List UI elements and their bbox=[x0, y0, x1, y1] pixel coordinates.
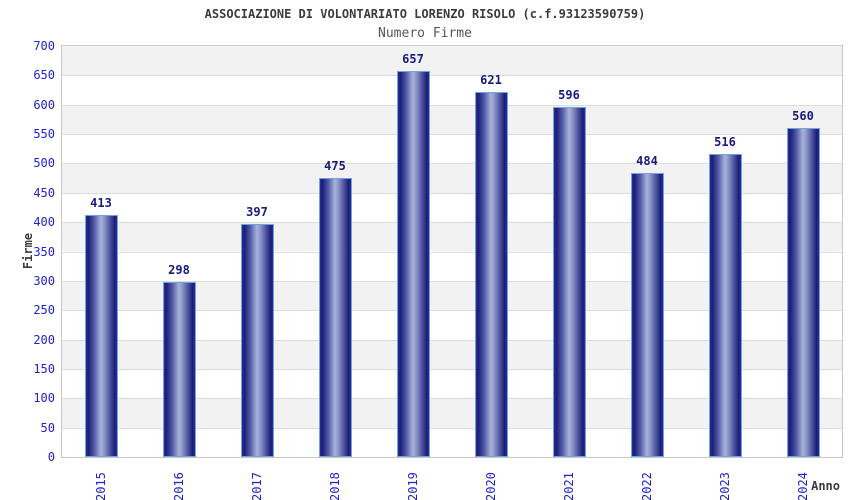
y-tick-label: 650 bbox=[33, 68, 55, 83]
bar-2019 bbox=[396, 71, 430, 457]
plot-band bbox=[62, 46, 842, 76]
value-label-2024: 560 bbox=[792, 109, 814, 123]
gridline bbox=[62, 339, 842, 341]
value-label-2019: 657 bbox=[402, 52, 424, 66]
y-tick-label: 50 bbox=[40, 420, 55, 435]
y-tick-label: 200 bbox=[33, 332, 55, 347]
gridline bbox=[62, 251, 842, 253]
y-tick-label: 0 bbox=[47, 450, 55, 464]
x-tick-label-2023: 2023 bbox=[718, 472, 732, 500]
y-tick-label: 100 bbox=[33, 391, 55, 406]
bar-2020 bbox=[474, 92, 508, 457]
plot-area bbox=[61, 45, 843, 458]
bar-2017 bbox=[240, 224, 274, 457]
gridline bbox=[62, 75, 842, 77]
value-label-2023: 516 bbox=[714, 135, 736, 149]
gridline bbox=[62, 163, 842, 165]
plot-band bbox=[62, 104, 842, 135]
x-tick-label-2021: 2021 bbox=[562, 472, 576, 500]
x-tick-label-2015: 2015 bbox=[94, 472, 108, 500]
y-tick-label: 600 bbox=[33, 97, 55, 112]
plot-band bbox=[62, 75, 842, 105]
y-tick-label: 400 bbox=[33, 215, 55, 230]
x-tick-label-2020: 2020 bbox=[484, 472, 498, 500]
y-tick-label: 700 bbox=[33, 39, 55, 53]
bar-2024 bbox=[786, 128, 820, 457]
value-label-2016: 298 bbox=[168, 263, 190, 277]
value-label-2020: 621 bbox=[480, 73, 502, 87]
gridline bbox=[62, 104, 842, 106]
x-tick-label-2016: 2016 bbox=[172, 472, 186, 500]
y-tick-label: 350 bbox=[33, 244, 55, 259]
x-tick-label-2024: 2024 bbox=[796, 472, 810, 500]
bar-2021 bbox=[552, 107, 586, 457]
value-label-2018: 475 bbox=[324, 159, 346, 173]
value-label-2015: 413 bbox=[90, 196, 112, 210]
value-label-2022: 484 bbox=[636, 154, 658, 168]
gridline bbox=[62, 310, 842, 312]
gridline bbox=[62, 280, 842, 282]
y-tick-label: 150 bbox=[33, 361, 55, 376]
x-tick-label-2019: 2019 bbox=[406, 472, 420, 500]
y-tick-label: 250 bbox=[33, 303, 55, 318]
x-tick-label-2017: 2017 bbox=[250, 472, 264, 500]
chart-subtitle: Numero Firme bbox=[378, 26, 472, 41]
bar-2018 bbox=[318, 178, 352, 457]
y-tick-label: 550 bbox=[33, 127, 55, 142]
bar-2022 bbox=[630, 173, 664, 457]
bar-2015 bbox=[84, 215, 118, 457]
gridline bbox=[62, 398, 842, 400]
x-tick-label-2022: 2022 bbox=[640, 472, 654, 500]
gridline bbox=[62, 368, 842, 370]
gridline bbox=[62, 134, 842, 136]
y-tick-label: 500 bbox=[33, 156, 55, 171]
value-label-2021: 596 bbox=[558, 88, 580, 102]
gridline bbox=[62, 427, 842, 429]
gridline bbox=[62, 222, 842, 224]
gridline bbox=[62, 192, 842, 194]
y-axis-title: Firme bbox=[21, 232, 35, 270]
bar-2016 bbox=[162, 282, 196, 457]
x-tick-label-2018: 2018 bbox=[328, 472, 342, 500]
x-axis-title: Anno bbox=[811, 479, 840, 493]
value-label-2017: 397 bbox=[246, 205, 268, 219]
y-tick-label: 450 bbox=[33, 185, 55, 200]
y-tick-label: 300 bbox=[33, 273, 55, 288]
bar-2023 bbox=[708, 154, 742, 457]
chart-title: ASSOCIAZIONE DI VOLONTARIATO LORENZO RIS… bbox=[204, 7, 646, 21]
